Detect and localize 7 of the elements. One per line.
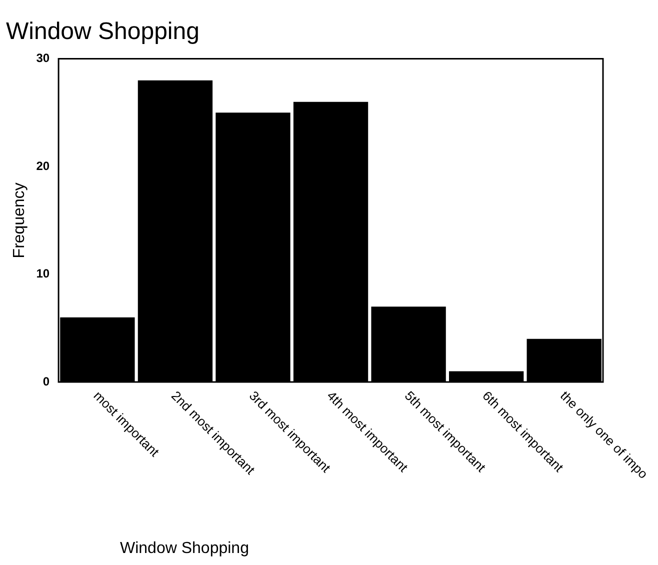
chart-title: Window Shopping [6, 18, 200, 46]
y-tick-label: 0 [42, 374, 50, 388]
y-tick-label: 20 [36, 158, 50, 173]
y-tick-label: 10 [36, 266, 50, 281]
y-axis-title: Frequency [11, 182, 28, 258]
x-axis-title: Window Shopping [120, 540, 249, 557]
y-tick-label: 30 [36, 51, 50, 66]
